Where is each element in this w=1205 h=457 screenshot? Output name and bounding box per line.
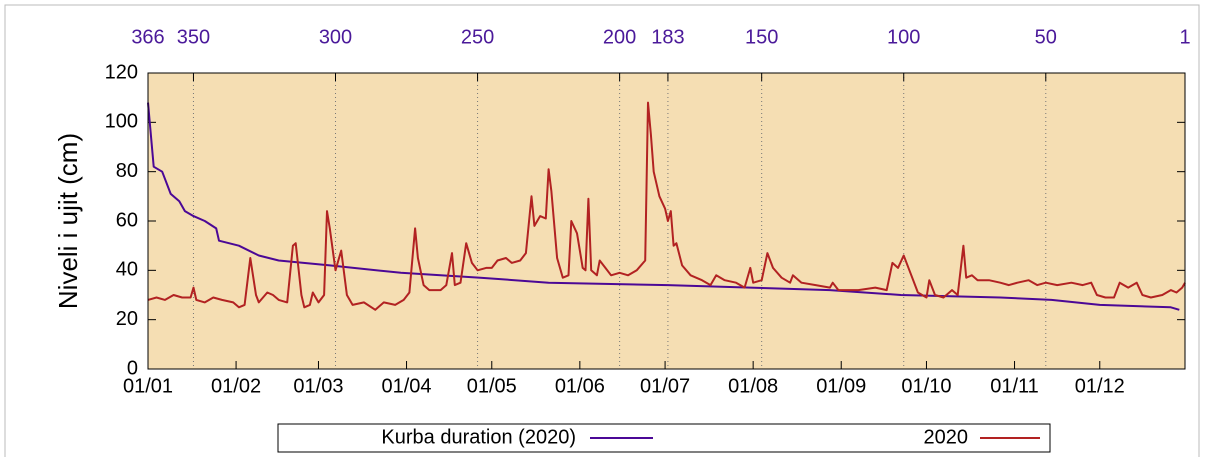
top-tick-label: 300	[319, 26, 352, 48]
series-line	[147, 102, 1180, 311]
x-tick-label: 01/12	[1075, 375, 1125, 397]
x-tick-label: 01/04	[382, 375, 432, 397]
y-tick-label: 80	[116, 160, 138, 182]
x-tick-label: 01/11	[990, 375, 1039, 397]
top-tick-label: 350	[177, 26, 210, 48]
x-tick-label: 01/03	[293, 375, 343, 397]
plot-border	[147, 72, 1186, 370]
top-tick-label: 200	[603, 26, 636, 48]
top-tick-label: 50	[1035, 26, 1057, 48]
legend-label: 2020	[924, 426, 969, 448]
y-tick-label: 0	[127, 357, 138, 379]
top-tick-label: 1	[1179, 26, 1190, 48]
y-tick-label: 20	[116, 308, 138, 330]
plot-area	[148, 73, 1185, 369]
x-tick-label: 01/02	[211, 375, 261, 397]
top-tick-label: 100	[887, 26, 920, 48]
top-tick-label: 250	[461, 26, 494, 48]
series-line	[147, 101, 1186, 311]
top-tick-label: 183	[651, 26, 684, 48]
top-tick-label: 366	[131, 26, 164, 48]
x-tick-label: 01/07	[640, 375, 690, 397]
x-tick-label: 01/10	[901, 375, 951, 397]
y-axis-label: Niveli i ujit (cm)	[53, 133, 83, 309]
legend-label: Kurba duration (2020)	[381, 426, 576, 448]
y-tick-label: 100	[105, 111, 138, 133]
x-tick-label: 01/01	[123, 375, 173, 397]
x-tick-label: 01/06	[555, 375, 605, 397]
x-tick-label: 01/08	[728, 375, 778, 397]
y-tick-label: 120	[105, 61, 138, 83]
y-tick-label: 40	[116, 259, 138, 281]
legend	[277, 423, 1051, 453]
top-tick-label: 150	[745, 26, 778, 48]
x-tick-label: 01/05	[467, 375, 517, 397]
y-tick-label: 60	[116, 209, 138, 231]
frame	[4, 4, 1200, 457]
x-tick-label: 01/09	[816, 375, 866, 397]
